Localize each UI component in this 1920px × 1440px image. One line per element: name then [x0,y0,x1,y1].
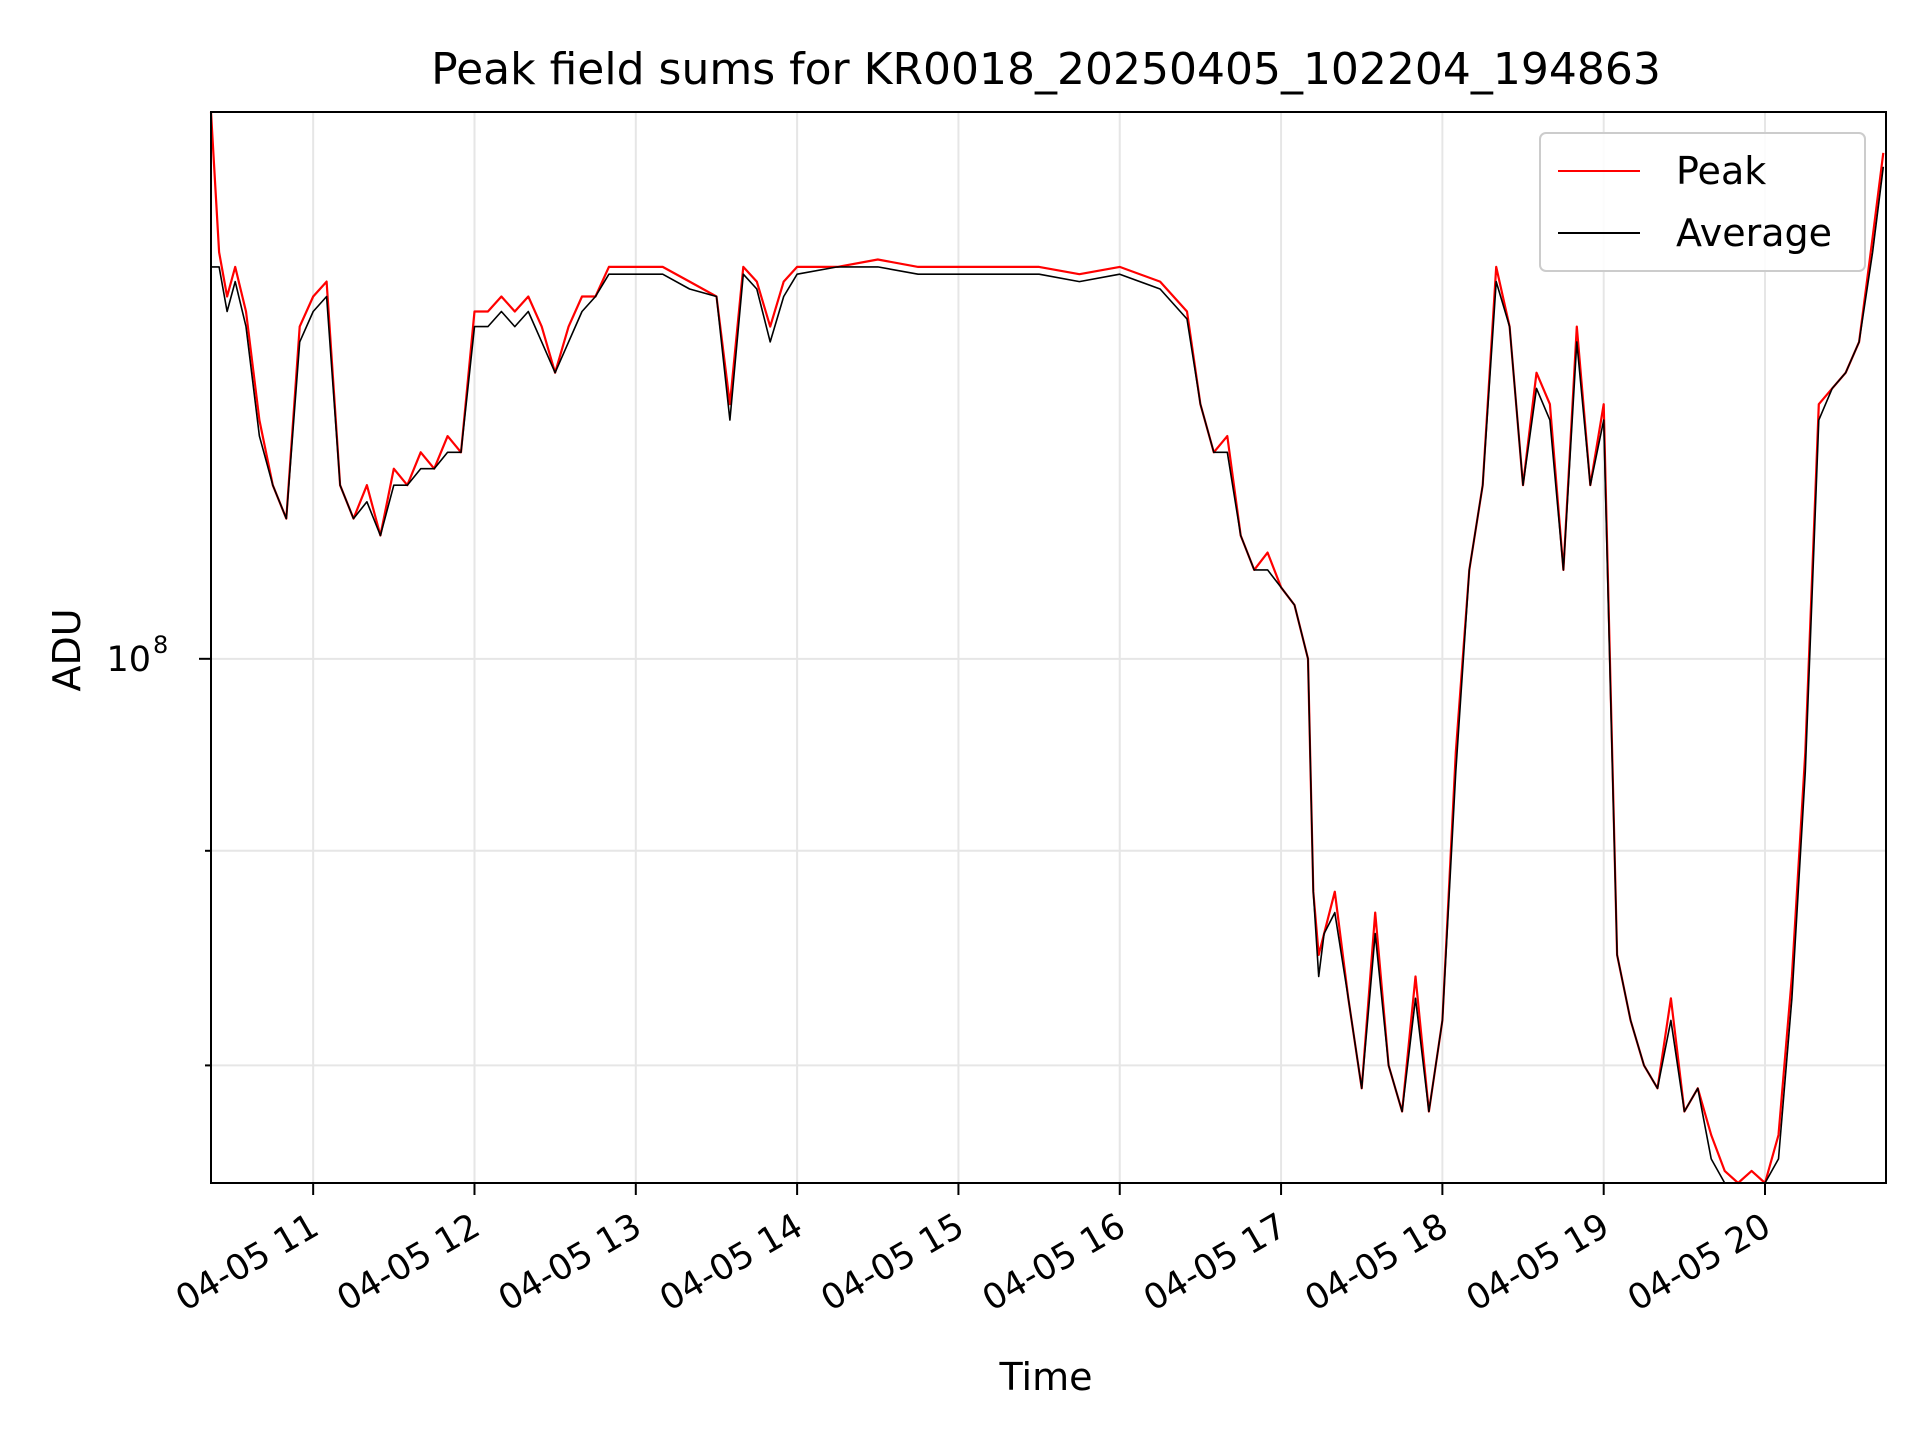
y-tick-label-exponent: 8 [153,631,168,659]
y-tick-label: 10 [106,640,151,680]
legend: Peak Average [1539,132,1866,272]
plot-series [209,111,1885,1185]
legend-label-average: Average [1676,211,1832,255]
plot-frame [210,111,1887,1184]
grid [211,112,1886,1183]
chart-title: Peak field sums for KR0018_20250405_1022… [431,44,1661,95]
series-line-average [211,166,1885,1184]
x-axis-label: Time [999,1355,1093,1399]
legend-label-peak: Peak [1676,149,1766,193]
legend-box [1539,132,1866,272]
y-axis: 10 8 [106,631,211,1067]
y-axis-label: ADU [45,608,89,691]
